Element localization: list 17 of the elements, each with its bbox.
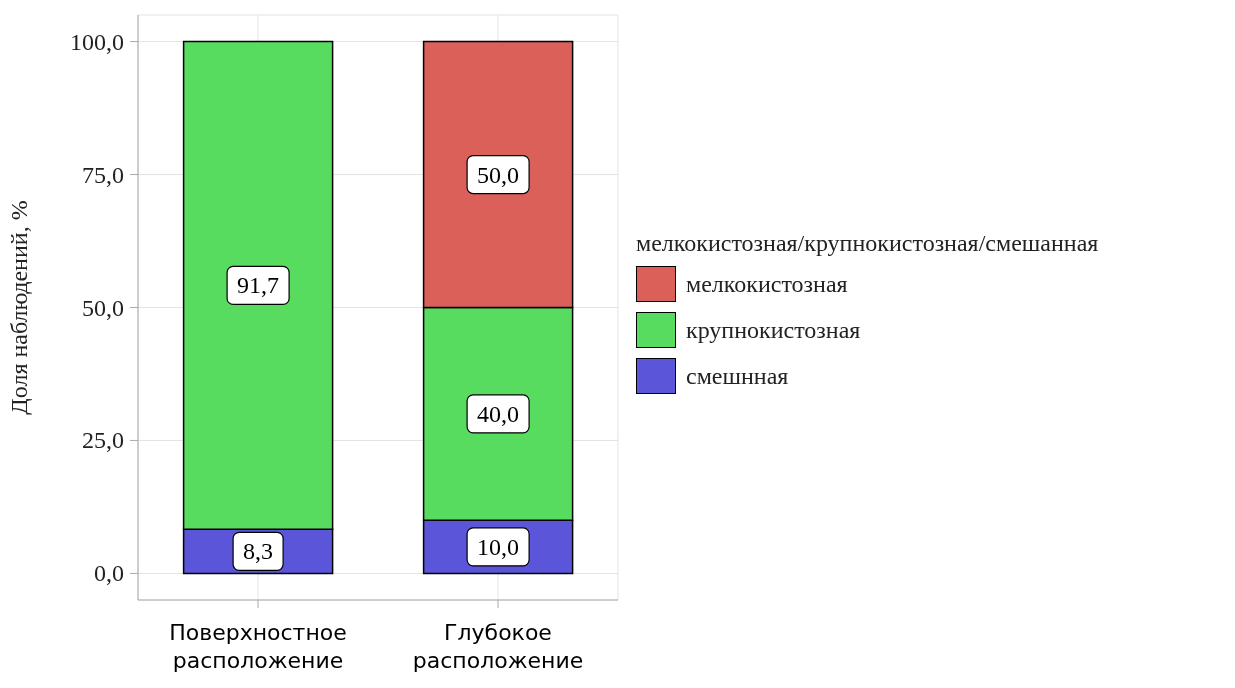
legend-label: мелкокистозная <box>686 270 848 298</box>
data-label: 91,7 <box>237 272 280 299</box>
data-label: 40,0 <box>477 400 520 427</box>
x-tick-label: Глубокое расположение <box>412 620 584 673</box>
data-label: 8,3 <box>243 538 274 565</box>
y-tick-label: 100,0 <box>70 28 124 55</box>
legend-label: смешнная <box>686 362 789 390</box>
y-axis-title: Доля наблюдений, % <box>5 200 32 415</box>
data-label: 10,0 <box>477 533 520 560</box>
y-tick-label: 25,0 <box>82 427 124 454</box>
y-tick-label: 75,0 <box>82 161 124 188</box>
x-tick-label: Поверхностное расположение <box>169 620 347 673</box>
y-tick-label: 50,0 <box>82 294 124 321</box>
legend-title: мелкокистозная/крупнокистозная/смешанная <box>636 230 1099 257</box>
data-label: 50,0 <box>477 161 520 188</box>
y-tick-label: 0,0 <box>94 560 124 587</box>
legend-label: крупнокистозная <box>686 316 861 344</box>
